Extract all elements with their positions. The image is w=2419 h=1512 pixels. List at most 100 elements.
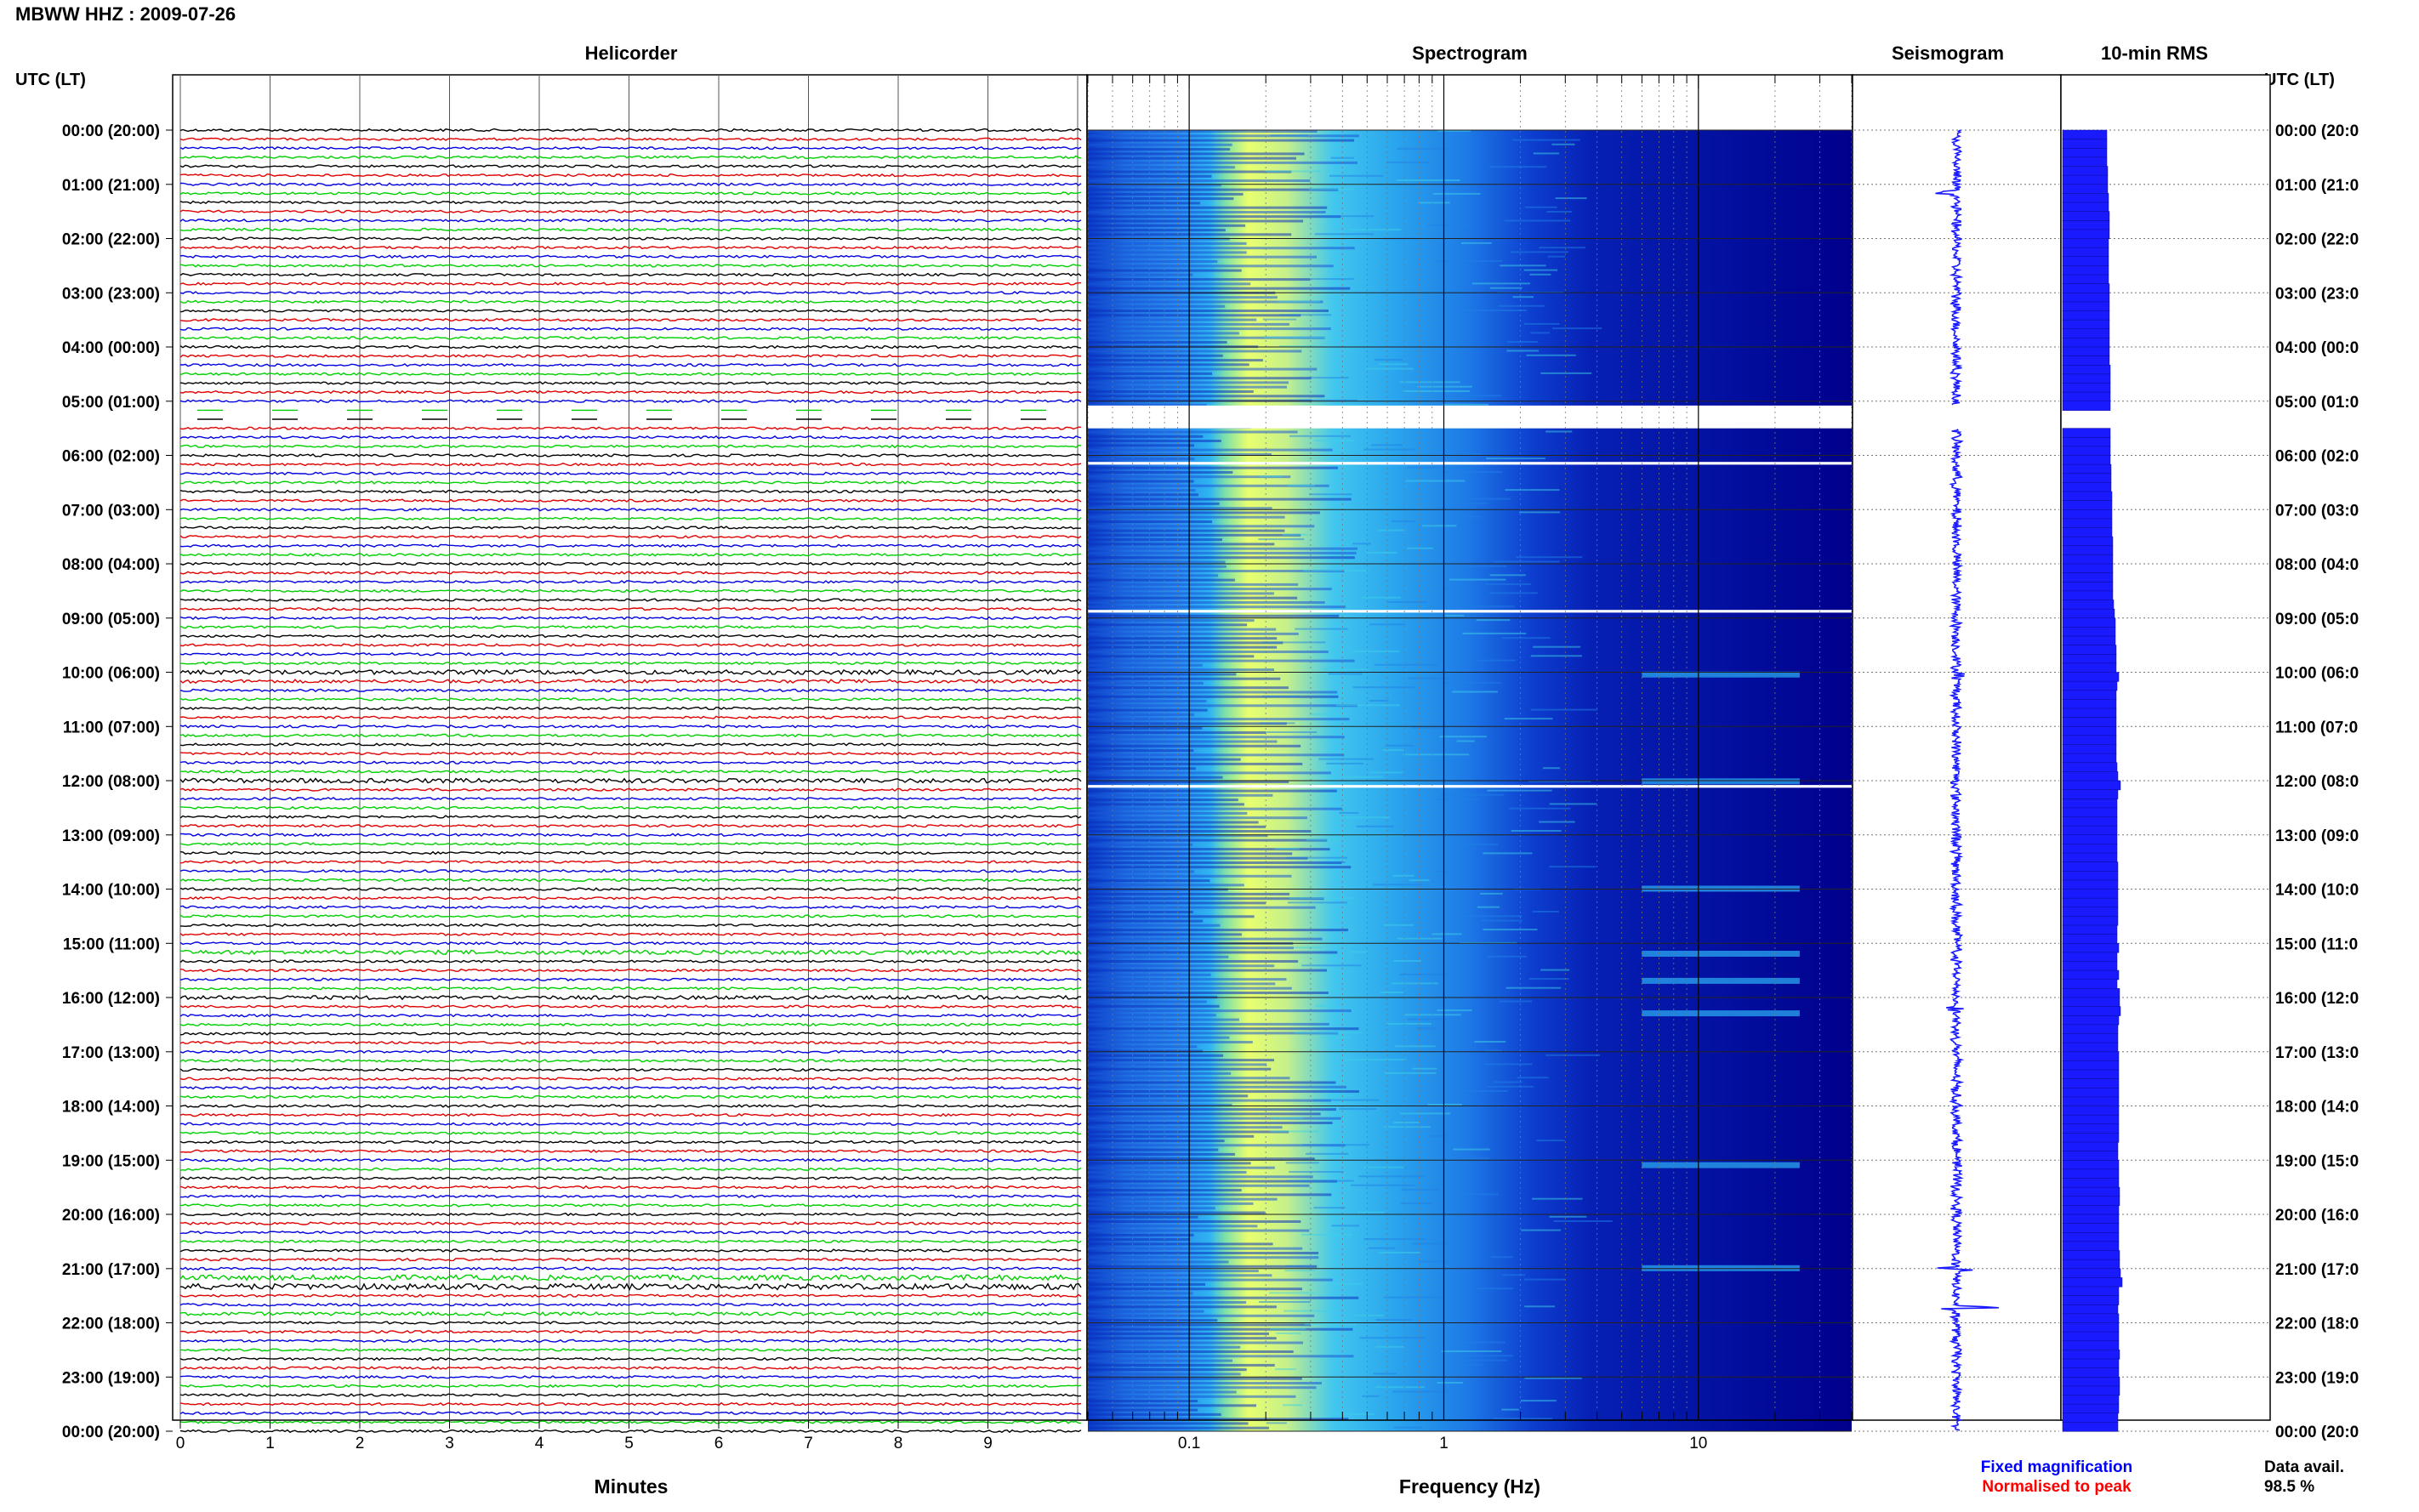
time-label-right: 16:00 (12:0 bbox=[2275, 990, 2359, 1008]
rms-bar bbox=[2062, 1295, 2120, 1305]
rms-bar bbox=[2062, 383, 2111, 393]
rms-bar bbox=[2062, 654, 2117, 664]
spectrogram-speckle bbox=[1405, 480, 1466, 482]
spectrogram-speckle bbox=[1407, 1018, 1466, 1020]
spectrogram-speckle bbox=[1523, 322, 1560, 325]
spectrogram-speckle bbox=[1284, 1270, 1316, 1272]
spectrogram-row bbox=[1088, 314, 1301, 317]
rms-bar bbox=[2062, 1042, 2119, 1053]
spectrogram-speckle bbox=[1545, 430, 1573, 433]
helicorder-trace bbox=[179, 1420, 1082, 1424]
spectrogram-row bbox=[1088, 861, 1342, 864]
time-label-left: 14:00 (10:00) bbox=[62, 882, 160, 900]
spectrogram-speckle bbox=[1393, 960, 1421, 962]
helicorder-trace bbox=[179, 616, 1082, 621]
helicorder-frame bbox=[172, 74, 1088, 1421]
helicorder-trace bbox=[179, 1203, 1082, 1208]
spectrogram-row bbox=[1088, 1032, 1339, 1035]
spectrogram-speckle bbox=[1400, 973, 1458, 975]
spectrogram-speckle bbox=[1511, 830, 1562, 832]
spectrogram-speckle bbox=[1412, 1067, 1437, 1070]
spectrogram-row bbox=[1088, 1054, 1224, 1057]
spectrogram-speckle bbox=[1505, 986, 1562, 989]
helicorder-trace bbox=[179, 327, 1082, 332]
spectrogram-row bbox=[1088, 856, 1308, 860]
spectrogram-row bbox=[1088, 515, 1285, 519]
spectrogram-speckle bbox=[1540, 372, 1592, 374]
spectrogram-speckle bbox=[1533, 152, 1560, 155]
time-label-left: 10:00 (06:00) bbox=[62, 665, 160, 683]
rms-bar bbox=[2062, 1322, 2120, 1333]
rms-bar bbox=[2062, 590, 2114, 601]
spectrogram-row bbox=[1088, 440, 1221, 442]
time-label-right: 21:00 (17:0 bbox=[2275, 1261, 2359, 1279]
spectrogram-speckle bbox=[1530, 332, 1550, 334]
utc-label-right: UTC (LT) bbox=[2264, 71, 2335, 89]
helicorder-trace bbox=[179, 219, 1082, 223]
spectrogram-row bbox=[1088, 641, 1283, 645]
spectrogram-speckle bbox=[1373, 884, 1424, 886]
helicorder-trace bbox=[179, 1231, 1082, 1235]
spectrogram-speckle bbox=[1547, 255, 1566, 258]
spectrogram-speckle bbox=[1380, 992, 1403, 993]
spectrogram-row bbox=[1088, 533, 1301, 537]
spectrogram-speckle bbox=[1489, 592, 1538, 594]
rms-bar bbox=[2062, 672, 2120, 682]
spectrogram-row bbox=[1088, 821, 1259, 824]
legend-normalised-to-peak: Normalised to peak bbox=[1982, 1478, 2132, 1496]
spectrogram-row bbox=[1088, 430, 1298, 434]
spectrogram-speckle bbox=[1352, 543, 1371, 545]
rms-bar bbox=[2062, 1205, 2120, 1215]
spectrogram-speckle bbox=[1294, 946, 1323, 949]
spectrogram-row bbox=[1088, 139, 1355, 142]
helicorder-trace bbox=[179, 1059, 1082, 1063]
spectrogram-speckle bbox=[1484, 1049, 1503, 1052]
spectrogram-row bbox=[1088, 1045, 1198, 1049]
rms-bar bbox=[2062, 771, 2119, 782]
spectrogram-row bbox=[1088, 623, 1248, 627]
time-label-left: 09:00 (05:00) bbox=[62, 611, 160, 628]
spectrogram-row bbox=[1088, 655, 1255, 658]
spectrogram-speckle bbox=[1260, 722, 1295, 725]
spectrogram-speckle bbox=[1378, 363, 1409, 366]
rms-bar bbox=[2062, 844, 2118, 854]
spectrogram-row bbox=[1088, 247, 1355, 250]
rms-bar bbox=[2062, 1015, 2120, 1026]
helicorder-trace bbox=[179, 697, 1082, 702]
helicorder-trace bbox=[179, 850, 1082, 855]
spectrogram-speckle bbox=[1314, 233, 1374, 236]
spectrogram-row bbox=[1088, 951, 1338, 954]
spectrogram-speckle bbox=[1343, 776, 1383, 778]
spectrogram-row bbox=[1088, 385, 1287, 389]
rms-bar bbox=[2062, 1141, 2119, 1152]
helicorder-trace bbox=[179, 643, 1082, 647]
spectrogram-row bbox=[1088, 1270, 1259, 1273]
spectrogram-row bbox=[1088, 1292, 1193, 1295]
helicorder-trace bbox=[179, 1393, 1082, 1397]
spectrogram-row bbox=[1088, 776, 1223, 779]
time-label-left: 07:00 (03:00) bbox=[62, 502, 160, 520]
helicorder-trace bbox=[179, 498, 1082, 503]
rms-bar bbox=[2062, 690, 2117, 700]
spectrogram-row bbox=[1088, 377, 1312, 380]
rms-bar bbox=[2062, 156, 2108, 168]
spectrogram-speckle bbox=[1486, 458, 1545, 460]
rms-bar bbox=[2062, 1078, 2120, 1089]
spectrogram-speckle bbox=[1282, 533, 1308, 536]
helicorder-trace bbox=[179, 317, 1082, 322]
rms-bar bbox=[2062, 861, 2119, 872]
helicorder-trace bbox=[179, 209, 1082, 213]
rms-bar bbox=[2062, 1385, 2120, 1396]
spectrogram-data-gap bbox=[1088, 462, 1852, 465]
spectrogram-row bbox=[1088, 1211, 1266, 1214]
spectrogram-speckle bbox=[1302, 1144, 1370, 1146]
spectrogram-row bbox=[1088, 1337, 1277, 1340]
helicorder-trace bbox=[179, 399, 1082, 403]
helicorder-trace bbox=[179, 1321, 1082, 1325]
spectrogram-row bbox=[1088, 547, 1357, 550]
helicorder-trace bbox=[179, 1274, 1082, 1282]
spectrogram-row bbox=[1088, 677, 1281, 680]
spectrogram-speckle bbox=[1327, 1094, 1354, 1097]
spectrogram-speckle bbox=[1386, 161, 1430, 163]
spectrogram-row bbox=[1088, 493, 1198, 497]
